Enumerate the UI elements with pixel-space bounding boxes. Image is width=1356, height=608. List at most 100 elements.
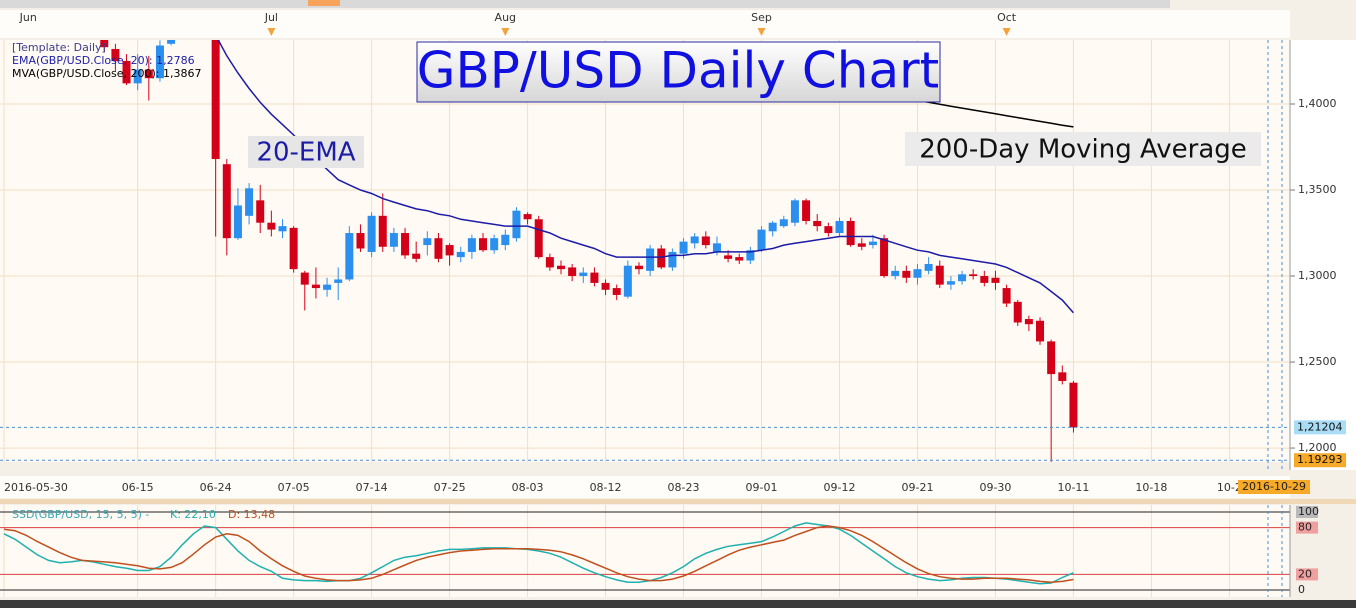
candle-body	[868, 241, 877, 246]
y-tick-label: 20	[1298, 567, 1312, 580]
candle-body	[813, 220, 822, 227]
scroll-thumb[interactable]	[308, 0, 340, 6]
legend-entry: EMA(GBP/USD.Close, 20): 1,2786	[12, 54, 195, 67]
candle-body	[434, 238, 443, 259]
candle-body	[857, 243, 866, 247]
candle-body	[534, 219, 543, 258]
candle-body	[880, 238, 889, 277]
x-tick-label: 08-12	[590, 481, 622, 494]
candle-body	[1069, 382, 1078, 428]
candle-body	[913, 269, 922, 278]
candle-body	[1013, 301, 1022, 323]
candle-body	[334, 279, 343, 283]
month-label: Aug	[495, 11, 516, 24]
month-marker	[501, 28, 510, 36]
y-tick-label: 80	[1298, 521, 1312, 534]
candle-body	[1047, 341, 1056, 375]
x-tick-label: 10-11	[1057, 481, 1089, 494]
price-series-layer	[100, 40, 1078, 462]
candle-body	[245, 188, 254, 216]
candle-body	[155, 45, 164, 79]
overlay-layer: GBP/USD Daily Chart 20-EMA 200-Day Movin…	[0, 41, 1346, 521]
stochastic-series-layer	[3, 522, 1074, 585]
candle-body	[768, 222, 777, 232]
candle-body	[323, 284, 332, 290]
candle-body	[679, 241, 688, 254]
candle-body	[924, 263, 933, 271]
candle-body	[735, 257, 744, 261]
x-tick-label: 08-03	[512, 481, 544, 494]
legend-title: [Template: Daily]	[12, 41, 106, 54]
candle-body	[523, 214, 532, 220]
candle-body	[345, 233, 354, 280]
candle-body	[479, 238, 488, 251]
legend-entry: D: 13,48	[228, 508, 275, 521]
annotation: 20-EMA	[256, 138, 355, 168]
candle-body	[646, 248, 655, 271]
panel-separator	[0, 499, 1356, 504]
y-tick-label: 1,2500	[1298, 355, 1337, 368]
candle-body	[356, 233, 365, 249]
candle-body	[133, 69, 142, 84]
title-box	[416, 41, 941, 103]
grid-layer: Jun Jul Aug Sep Oct 2016-05-30 06-15 06-24 07-05…	[0, 11, 1337, 597]
candle-body	[601, 282, 610, 290]
candle-body	[1024, 319, 1033, 325]
candle-body	[267, 222, 276, 230]
price-marker-box	[1294, 453, 1346, 468]
candle-body	[946, 281, 955, 285]
price-marker-label: 1,21204	[1297, 420, 1343, 433]
candle-body	[1002, 288, 1011, 304]
tick-label-box	[1296, 506, 1318, 518]
indicator-title: SSD(GBP/USD, 15, 5, 5) -	[12, 508, 149, 521]
month-label: Jul	[264, 11, 278, 24]
date-axis	[0, 476, 1290, 498]
candle-body	[790, 200, 799, 223]
x-tick-label: 09-30	[979, 481, 1011, 494]
y-tick-label: 1,2000	[1298, 441, 1337, 454]
candle-body	[612, 288, 621, 295]
month-label: Jun	[19, 11, 37, 24]
month-marker	[757, 28, 766, 36]
series-line	[3, 525, 1074, 583]
x-tick-label: 06-24	[200, 481, 232, 494]
x-tick-label: 07-14	[356, 481, 388, 494]
price-axis	[1290, 40, 1356, 470]
candle-body	[935, 265, 944, 285]
y-tick-label: 1,4000	[1298, 97, 1337, 110]
candle-body	[512, 210, 521, 239]
candle-body	[846, 220, 855, 246]
date-marker: 2016-10-29	[1242, 480, 1306, 493]
x-tick-label: 09-12	[824, 481, 856, 494]
x-tick-label: 09-21	[901, 481, 933, 494]
tick-label-box	[1296, 568, 1318, 581]
candle-body	[623, 265, 632, 297]
candle-body	[991, 277, 1000, 283]
candle-body	[233, 205, 242, 239]
candle-body	[456, 251, 465, 258]
series-line	[217, 40, 1074, 314]
price-plot-area	[0, 40, 1290, 462]
x-tick-label: 08-23	[668, 481, 700, 494]
candle-body	[144, 69, 153, 79]
legend-entry: K: 22,10	[170, 508, 216, 521]
y-tick-label: 0	[1298, 583, 1305, 596]
candle-body	[590, 272, 599, 283]
candle-body	[690, 236, 699, 244]
candle-body	[657, 248, 666, 268]
candle-body	[891, 270, 900, 277]
candle-body	[1058, 372, 1067, 381]
candle-body	[122, 60, 131, 84]
top-strip	[0, 0, 1170, 8]
candle-body	[389, 233, 398, 247]
candle-body	[634, 265, 643, 270]
x-tick-label: 07-05	[278, 481, 310, 494]
price-marker-box	[1294, 420, 1346, 435]
annotation: 200-Day Moving Average	[919, 135, 1247, 165]
month-axis	[0, 10, 1290, 38]
date-marker-box	[1238, 480, 1310, 494]
candle-body	[111, 48, 120, 61]
tick-label-box	[1296, 521, 1318, 534]
chart-title: GBP/USD Daily Chart	[417, 42, 940, 100]
